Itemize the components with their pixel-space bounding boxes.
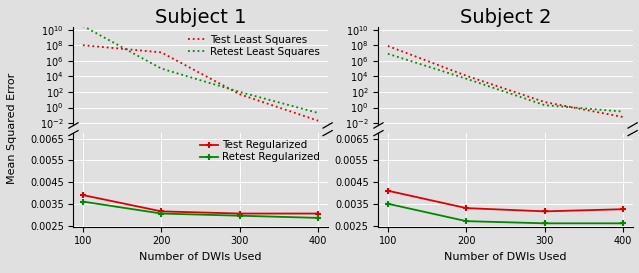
Test Regularized <box>157 210 165 213</box>
Retest Least Squares <box>157 67 165 70</box>
Retest Regularized <box>384 202 392 205</box>
Retest Least Squares <box>314 111 322 115</box>
Retest Regularized <box>463 219 470 223</box>
Title: Subject 2: Subject 2 <box>460 8 551 27</box>
Retest Regularized <box>619 222 627 225</box>
Legend: Test Least Squares, Retest Least Squares: Test Least Squares, Retest Least Squares <box>185 32 323 59</box>
X-axis label: Number of DWIs Used: Number of DWIs Used <box>444 252 567 262</box>
Test Least Squares <box>157 51 165 54</box>
Test Regularized <box>619 207 627 211</box>
Line: Retest Least Squares: Retest Least Squares <box>388 54 623 112</box>
Retest Least Squares <box>463 77 470 80</box>
Line: Test Regularized: Test Regularized <box>385 187 627 215</box>
Retest Regularized <box>236 214 243 217</box>
Test Least Squares <box>619 115 627 119</box>
Line: Retest Least Squares: Retest Least Squares <box>83 26 318 113</box>
Title: Subject 1: Subject 1 <box>155 8 246 27</box>
Test Least Squares <box>79 44 87 47</box>
Line: Retest Regularized: Retest Regularized <box>385 200 627 227</box>
Test Regularized <box>79 194 87 197</box>
Text: Mean Squared Error: Mean Squared Error <box>6 73 17 184</box>
Retest Least Squares <box>79 24 87 28</box>
Test Least Squares <box>541 100 549 104</box>
Test Regularized <box>236 212 243 215</box>
Test Least Squares <box>236 93 243 96</box>
Test Least Squares <box>314 119 322 122</box>
Test Least Squares <box>384 44 392 48</box>
Retest Regularized <box>541 222 549 225</box>
X-axis label: Number of DWIs Used: Number of DWIs Used <box>139 252 262 262</box>
Retest Regularized <box>79 200 87 203</box>
Test Regularized <box>384 189 392 192</box>
Test Regularized <box>314 212 322 215</box>
Legend: Test Regularized, Retest Regularized: Test Regularized, Retest Regularized <box>197 138 323 165</box>
Retest Regularized <box>314 216 322 219</box>
Line: Test Least Squares: Test Least Squares <box>83 45 318 121</box>
Test Least Squares <box>463 74 470 78</box>
Retest Least Squares <box>384 52 392 55</box>
Retest Least Squares <box>236 90 243 94</box>
Retest Least Squares <box>619 110 627 113</box>
Test Regularized <box>463 206 470 210</box>
Retest Regularized <box>157 212 165 215</box>
Retest Least Squares <box>541 103 549 107</box>
Line: Test Least Squares: Test Least Squares <box>388 46 623 117</box>
Test Regularized <box>541 210 549 213</box>
Line: Test Regularized: Test Regularized <box>79 192 321 217</box>
Line: Retest Regularized: Retest Regularized <box>79 198 321 221</box>
